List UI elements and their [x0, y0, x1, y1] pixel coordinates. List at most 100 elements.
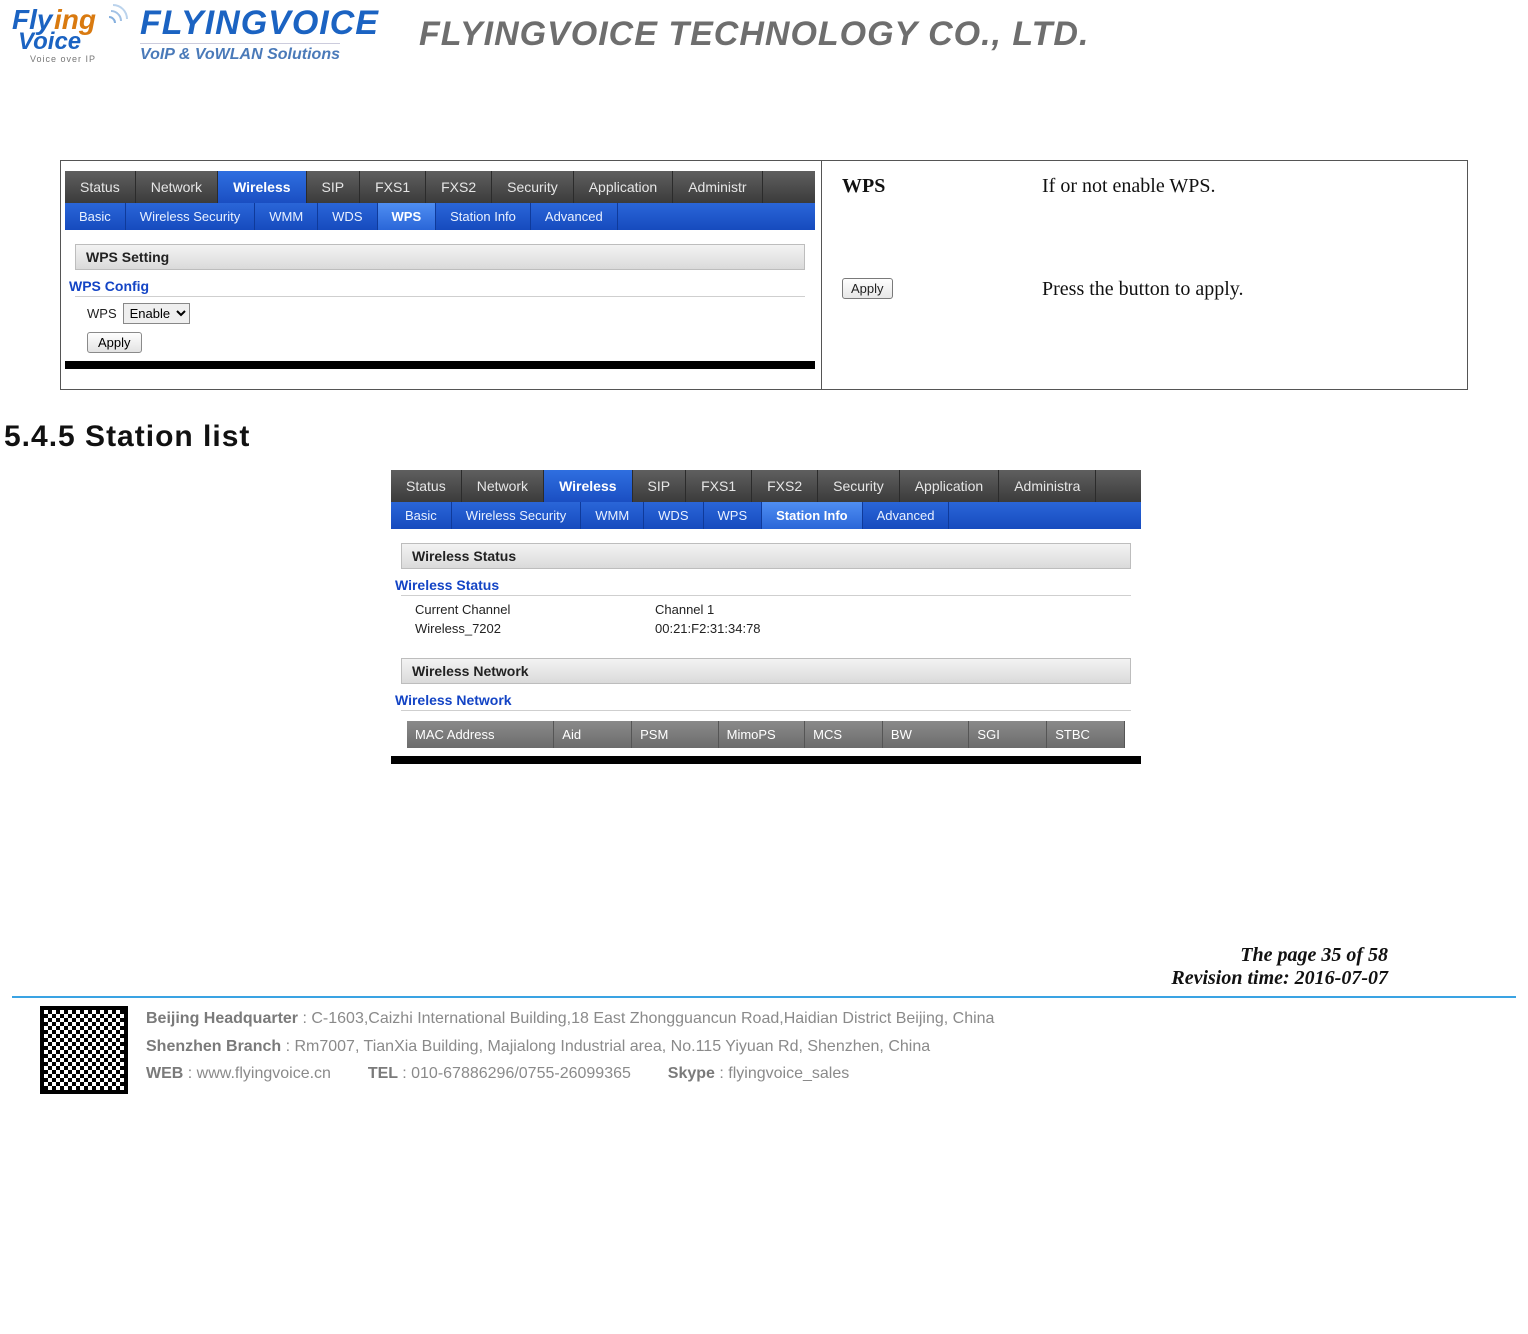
contact-footer: Beijing Headquarter : C-1603,Caizhi Inte…	[0, 998, 1528, 1106]
router-body-station: Wireless Status Wireless Status Current …	[391, 529, 1141, 756]
main-tab-sip[interactable]: SIP	[307, 171, 361, 203]
main-tab-wireless[interactable]: Wireless	[218, 171, 306, 203]
network-table-header: MAC AddressAidPSMMimoPSMCSBWSGISTBC	[407, 721, 1125, 748]
sub-tab-advanced[interactable]: Advanced	[863, 502, 950, 529]
contact-tel-label: TEL	[368, 1065, 402, 1082]
main-tab-fxs2[interactable]: FXS2	[426, 171, 492, 203]
contact-shenzhen: Shenzhen Branch : Rm7007, TianXia Buildi…	[146, 1034, 994, 1060]
contact-lines: Beijing Headquarter : C-1603,Caizhi Inte…	[146, 1006, 994, 1089]
wps-screenshot-cell: StatusNetworkWirelessSIPFXS1FXS2Security…	[61, 161, 822, 389]
main-tab-administr[interactable]: Administr	[673, 171, 762, 203]
wps-definition-box: StatusNetworkWirelessSIPFXS1FXS2Security…	[60, 160, 1468, 390]
main-tab-status[interactable]: Status	[391, 470, 462, 502]
sub-tab-wds[interactable]: WDS	[644, 502, 703, 529]
wps-select-row: WPS Enable	[87, 303, 805, 324]
company-name: FLYINGVOICE TECHNOLOGY CO., LTD.	[395, 15, 1516, 54]
sub-tab-wireless-security[interactable]: Wireless Security	[126, 203, 255, 230]
status-value: 00:21:F2:31:34:78	[655, 621, 761, 636]
definition-desc-wps: If or not enable WPS.	[1042, 175, 1216, 198]
status-row: Wireless_720200:21:F2:31:34:78	[415, 621, 1131, 636]
sub-tabs-wps: BasicWireless SecurityWMMWDSWPSStation I…	[65, 203, 815, 230]
main-tab-network[interactable]: Network	[136, 171, 218, 203]
router-body-wps: WPS Setting WPS Config WPS Enable Apply	[65, 230, 815, 361]
sub-tab-wds[interactable]: WDS	[318, 203, 377, 230]
main-tab-fxs1[interactable]: FXS1	[360, 171, 426, 203]
status-key: Current Channel	[415, 602, 655, 617]
logo-tagline: Voice over IP	[30, 54, 96, 64]
definition-term-wps: WPS	[842, 175, 1042, 198]
station-list-figure: StatusNetworkWirelessSIPFXS1FXS2Security…	[60, 470, 1468, 764]
page-footer: The page 35 of 58 Revision time: 2016-07…	[60, 944, 1468, 990]
section-bar-wps-setting: WPS Setting	[75, 244, 805, 270]
router-ui-wps: StatusNetworkWirelessSIPFXS1FXS2Security…	[65, 171, 815, 369]
revision-time: Revision time: 2016-07-07	[60, 967, 1388, 990]
main-tab-administra[interactable]: Administra	[999, 470, 1096, 502]
sub-tab-wps[interactable]: WPS	[378, 203, 437, 230]
col-sgi: SGI	[969, 721, 1047, 748]
wifi-waves-icon	[100, 2, 130, 32]
sub-tab-station-info[interactable]: Station Info	[436, 203, 531, 230]
main-tab-fxs1[interactable]: FXS1	[686, 470, 752, 502]
group-wireless-network: Wireless Network	[395, 692, 1131, 708]
main-tabs-station: StatusNetworkWirelessSIPFXS1FXS2Security…	[391, 470, 1141, 502]
brand-sub: VoIP & VoWLAN Solutions	[140, 43, 340, 64]
contact-web-label: WEB	[146, 1065, 188, 1082]
logo-block: Fly ing Voice Voice over IP FLYINGVOICE …	[12, 4, 379, 64]
router-ui-station: StatusNetworkWirelessSIPFXS1FXS2Security…	[391, 470, 1141, 764]
sub-tab-wireless-security[interactable]: Wireless Security	[452, 502, 581, 529]
main-tab-application[interactable]: Application	[574, 171, 674, 203]
sub-tab-wps[interactable]: WPS	[704, 502, 763, 529]
col-stbc: STBC	[1047, 721, 1125, 748]
main-tabs-wps: StatusNetworkWirelessSIPFXS1FXS2Security…	[65, 171, 815, 203]
sub-tab-wmm[interactable]: WMM	[255, 203, 318, 230]
divider	[75, 296, 805, 297]
wps-select[interactable]: Enable	[123, 303, 190, 324]
contact-hq-value: : C-1603,Caizhi International Building,1…	[302, 1010, 994, 1027]
section-bar-wireless-network: Wireless Network	[401, 658, 1131, 684]
wps-field-label: WPS	[87, 306, 117, 321]
definition-row-wps: WPS If or not enable WPS.	[842, 175, 1447, 198]
apply-button[interactable]: Apply	[87, 332, 142, 353]
status-value: Channel 1	[655, 602, 714, 617]
main-tab-wireless[interactable]: Wireless	[544, 470, 632, 502]
contact-hq: Beijing Headquarter : C-1603,Caizhi Inte…	[146, 1006, 994, 1032]
sub-tab-station-info[interactable]: Station Info	[762, 502, 863, 529]
brand-main: FLYINGVOICE	[140, 4, 379, 43]
page-number: The page 35 of 58	[60, 944, 1388, 967]
definition-desc-apply: Press the button to apply.	[1042, 278, 1243, 301]
col-mimops: MimoPS	[719, 721, 806, 748]
main-tab-status[interactable]: Status	[65, 171, 136, 203]
contact-web-tel-skype: WEB : www.flyingvoice.cn TEL : 010-67886…	[146, 1061, 994, 1087]
sub-tab-advanced[interactable]: Advanced	[531, 203, 618, 230]
col-mcs: MCS	[805, 721, 883, 748]
col-mac-address: MAC Address	[407, 721, 554, 748]
main-tab-fxs2[interactable]: FXS2	[752, 470, 818, 502]
contact-skype-label: Skype	[668, 1065, 720, 1082]
contact-web-value: : www.flyingvoice.cn	[188, 1065, 331, 1082]
contact-sz-label: Shenzhen Branch	[146, 1038, 286, 1055]
apply-button-sample[interactable]: Apply	[842, 278, 893, 299]
main-tab-network[interactable]: Network	[462, 470, 544, 502]
section-heading-station-list: 5.4.5 Station list	[4, 420, 1468, 454]
definition-term-apply-img: Apply	[842, 278, 1042, 299]
group-wps-config: WPS Config	[69, 278, 805, 294]
company-header: Fly ing Voice Voice over IP FLYINGVOICE …	[0, 0, 1528, 70]
sub-tab-wmm[interactable]: WMM	[581, 502, 644, 529]
col-psm: PSM	[632, 721, 719, 748]
wps-description-cell: WPS If or not enable WPS. Apply Press th…	[822, 161, 1467, 389]
sub-tab-basic[interactable]: Basic	[65, 203, 126, 230]
brand-text: FLYINGVOICE VoIP & VoWLAN Solutions	[140, 4, 379, 64]
main-tab-security[interactable]: Security	[818, 470, 900, 502]
divider	[401, 595, 1131, 596]
section-bar-wireless-status: Wireless Status	[401, 543, 1131, 569]
contact-tel-value: : 010-67886296/0755-26099365	[402, 1065, 631, 1082]
status-key: Wireless_7202	[415, 621, 655, 636]
qr-code-icon	[40, 1006, 128, 1094]
col-bw: BW	[883, 721, 970, 748]
sub-tab-basic[interactable]: Basic	[391, 502, 452, 529]
contact-skype-value: : flyingvoice_sales	[719, 1065, 849, 1082]
main-tab-sip[interactable]: SIP	[633, 470, 687, 502]
main-tab-application[interactable]: Application	[900, 470, 1000, 502]
main-tab-security[interactable]: Security	[492, 171, 574, 203]
contact-hq-label: Beijing Headquarter	[146, 1010, 302, 1027]
